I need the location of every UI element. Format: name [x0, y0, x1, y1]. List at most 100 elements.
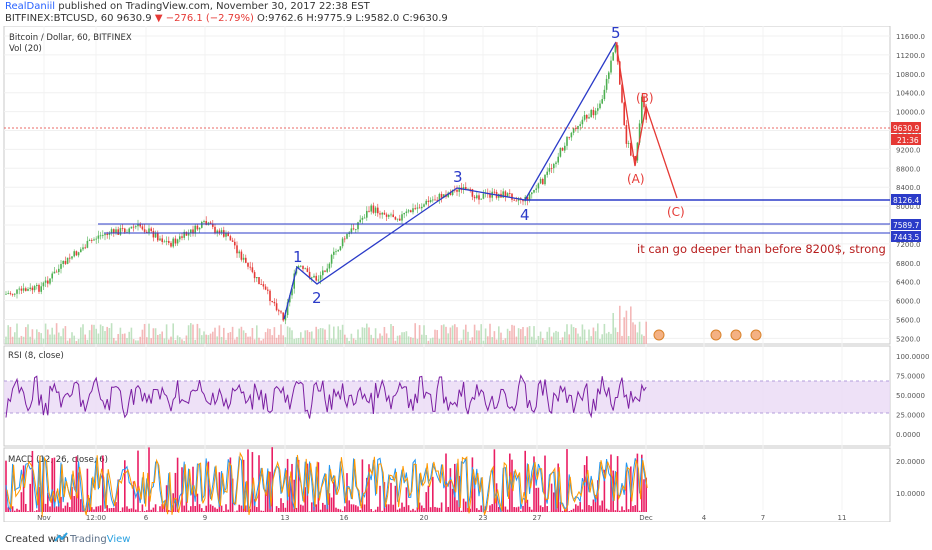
candle-body [286, 302, 289, 316]
candle-body [192, 229, 194, 234]
macd-pane[interactable] [3, 447, 891, 522]
volume-bar [25, 327, 27, 344]
volume-bar [383, 326, 386, 344]
volume-bar [423, 325, 425, 344]
volume-bar [390, 324, 392, 344]
wave-label-a: (A) [627, 172, 645, 186]
volume-bar [209, 333, 212, 344]
event-icon[interactable] [653, 329, 665, 341]
macd-bar [152, 507, 155, 512]
macd-bar [36, 510, 38, 512]
macd-bar [581, 509, 584, 512]
candle-body [33, 286, 36, 291]
candle-body [273, 301, 276, 304]
down-arrow-icon: ▼ [154, 13, 163, 24]
volume-bar [271, 335, 273, 344]
impulse-wave-line[interactable] [283, 41, 617, 320]
candle-body [588, 117, 590, 119]
macd-bar [469, 508, 471, 512]
macd-bar [594, 494, 597, 512]
candle-body [176, 239, 179, 244]
annotation-text[interactable]: it can go deeper than before 8200$, stro… [637, 242, 932, 256]
volume-bar [493, 331, 496, 344]
macd-bar [62, 508, 64, 512]
candle-body [456, 189, 458, 192]
main-pane[interactable] [3, 26, 891, 345]
volume-bar [304, 330, 306, 344]
volume-bar [460, 339, 463, 344]
event-icon[interactable] [730, 329, 742, 341]
candle-body [170, 242, 172, 247]
candle-body [49, 278, 51, 284]
volume-bar [262, 338, 265, 344]
volume-bar [229, 332, 232, 344]
candle-body [537, 183, 540, 189]
volume-bar [537, 335, 540, 344]
candle-body [559, 147, 562, 157]
event-icons[interactable] [653, 329, 762, 341]
candle-body [412, 208, 414, 213]
countdown-tag: 21:36 [891, 134, 921, 145]
volume-bar [621, 335, 623, 344]
macd-bar [614, 510, 617, 512]
candle-body [44, 280, 47, 283]
macd-bar [575, 504, 577, 512]
candle-body [264, 286, 267, 290]
candle-body [418, 207, 421, 209]
volume-bar [73, 335, 75, 344]
macd-bar [418, 502, 421, 512]
author-link[interactable]: RealDaniil [5, 1, 56, 12]
volume-bar [610, 333, 612, 344]
candle-body [229, 236, 232, 241]
macd-bar [528, 506, 531, 512]
candle-body [73, 251, 75, 257]
volume-bar [5, 336, 7, 344]
macd-bar [586, 456, 588, 512]
candle-body [238, 251, 240, 254]
macd-bar [385, 504, 388, 512]
macd-bar [53, 457, 56, 512]
volume-bar [267, 328, 269, 344]
volume-bar [458, 340, 460, 344]
macd-bar [588, 505, 590, 512]
candle-body [528, 194, 531, 201]
macd-bar [44, 503, 47, 512]
volume-bar [80, 327, 82, 344]
volume-bar [269, 329, 271, 344]
macd-bar [634, 505, 636, 512]
volume-bar [315, 326, 317, 344]
volume-bar [511, 324, 513, 344]
event-icon[interactable] [750, 329, 762, 341]
event-icon[interactable] [710, 329, 722, 341]
volume-bar [454, 324, 456, 344]
volume-bar [414, 323, 416, 344]
volume-bar [256, 325, 258, 344]
candle-body [550, 167, 553, 169]
volume-bar [339, 329, 342, 344]
time-axis[interactable]: Nov 12:00 6 9 13 16 20 23 27 Dec 4 7 11 [37, 514, 846, 522]
volume-bar [612, 312, 614, 344]
macd-bar [69, 507, 71, 512]
volume-bar [308, 331, 311, 344]
macd-bar [31, 450, 34, 512]
volume-bar [462, 329, 465, 344]
macd-bar [216, 508, 218, 512]
correction-wave-line[interactable] [615, 41, 678, 199]
volume-bar [117, 333, 119, 344]
volume-bar [350, 333, 353, 344]
volume-bar [135, 340, 137, 344]
price-axis[interactable]: 11600.011200.010800.010400.010000.09600.… [896, 33, 925, 343]
macd-bar [517, 506, 520, 512]
volume-bar [601, 334, 603, 344]
wave-label-2: 2 [312, 289, 322, 307]
chart-canvas[interactable]: 1 2 3 4 5 (A) (B) (C) it can go deeper t… [0, 26, 932, 522]
macd-bar [51, 458, 53, 512]
macd-bar [377, 506, 379, 512]
volume-bar [29, 336, 31, 344]
tradingview-brand[interactable]: TradingView [70, 534, 131, 545]
volume-bar [627, 336, 630, 344]
macd-bar [597, 480, 599, 512]
volume-bar [64, 326, 67, 344]
macd-bar [636, 453, 639, 512]
macd-bar [289, 478, 291, 512]
